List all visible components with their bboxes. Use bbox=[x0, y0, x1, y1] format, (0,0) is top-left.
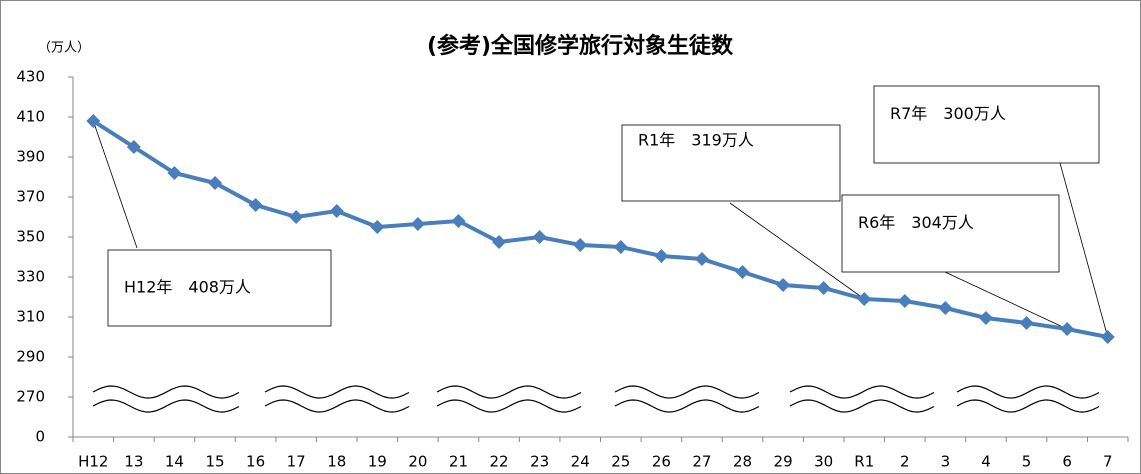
axis-break bbox=[436, 399, 582, 413]
x-tick-label: 16 bbox=[246, 453, 265, 471]
x-tick-label: 13 bbox=[124, 453, 143, 471]
annotation-box bbox=[107, 249, 332, 327]
marker bbox=[370, 220, 385, 234]
marker bbox=[289, 210, 304, 224]
marker bbox=[451, 214, 466, 228]
annotation-box bbox=[873, 85, 1100, 164]
axis-break bbox=[264, 385, 410, 399]
x-tick-label: 26 bbox=[652, 453, 671, 471]
x-tick-label: 4 bbox=[981, 453, 991, 471]
marker bbox=[573, 238, 588, 252]
marker bbox=[329, 204, 344, 218]
marker bbox=[86, 114, 101, 128]
axis-break bbox=[789, 385, 935, 399]
marker bbox=[978, 311, 993, 325]
x-tick-label: 3 bbox=[941, 453, 951, 471]
annotation: R7年 300万人 bbox=[890, 104, 1006, 123]
annotation-box bbox=[621, 124, 841, 202]
x-tick-label: 17 bbox=[287, 453, 306, 471]
marker bbox=[532, 230, 547, 244]
y-axis-label: （万人） bbox=[38, 41, 90, 56]
marker bbox=[938, 301, 953, 315]
annotation: R1年 319万人 bbox=[638, 131, 754, 150]
marker bbox=[208, 176, 223, 190]
y-tick-label: 330 bbox=[16, 268, 45, 286]
annotation: R6年 304万人 bbox=[858, 213, 974, 232]
x-tick-label: 25 bbox=[611, 453, 630, 471]
marker bbox=[816, 281, 831, 295]
axis-break bbox=[614, 385, 760, 399]
x-tick-label: 23 bbox=[530, 453, 549, 471]
marker bbox=[694, 252, 709, 266]
marker bbox=[248, 198, 263, 212]
axis-break bbox=[92, 399, 240, 413]
y-tick-label: 370 bbox=[16, 188, 45, 206]
x-tick-label: 21 bbox=[449, 453, 468, 471]
x-tick-label: 24 bbox=[571, 453, 590, 471]
axis-break bbox=[264, 399, 410, 413]
x-tick-label: 19 bbox=[368, 453, 387, 471]
axis-break bbox=[956, 399, 1100, 413]
y-tick-label: 390 bbox=[16, 148, 45, 166]
marker bbox=[654, 249, 669, 263]
leader-line bbox=[729, 202, 865, 300]
x-tick-label: 2 bbox=[900, 453, 910, 471]
series-line bbox=[92, 119, 1109, 339]
chart-title: (参考)全国修学旅行対象生徒数 bbox=[427, 33, 734, 59]
x-tick-label: 27 bbox=[692, 453, 711, 471]
marker bbox=[167, 166, 182, 180]
axis-break bbox=[956, 385, 1100, 399]
leader-line bbox=[1059, 162, 1109, 338]
marker bbox=[613, 240, 628, 254]
marker bbox=[1100, 330, 1115, 344]
marker bbox=[857, 292, 872, 306]
y-tick-label: 310 bbox=[16, 308, 45, 326]
x-tick-label: 18 bbox=[327, 453, 346, 471]
axis-break bbox=[789, 399, 935, 413]
axis-break bbox=[92, 385, 240, 399]
x-tick-label: 14 bbox=[165, 453, 184, 471]
x-tick-label: 29 bbox=[774, 453, 793, 471]
marker bbox=[897, 294, 912, 308]
marker bbox=[735, 265, 750, 279]
x-tick-label: 20 bbox=[408, 453, 427, 471]
x-tick-label: R1 bbox=[854, 453, 874, 471]
annotation: H12年 408万人 bbox=[124, 278, 251, 297]
marker bbox=[410, 217, 425, 231]
leader-line bbox=[92, 120, 138, 249]
y-tick-label: 430 bbox=[16, 68, 45, 86]
marker bbox=[126, 140, 141, 154]
x-tick-label: 15 bbox=[205, 453, 224, 471]
x-tick-label: 7 bbox=[1103, 453, 1113, 471]
x-tick-label: 28 bbox=[733, 453, 752, 471]
y-tick-label: 290 bbox=[16, 348, 45, 366]
x-tick-label: 5 bbox=[1022, 453, 1032, 471]
x-tick-label: 30 bbox=[814, 453, 833, 471]
x-tick-label: H12 bbox=[78, 453, 108, 471]
marker bbox=[776, 278, 791, 292]
y-tick-label: 0 bbox=[35, 428, 45, 446]
annotation-box bbox=[841, 194, 1060, 273]
leader-line bbox=[944, 271, 1068, 330]
y-tick-label: 350 bbox=[16, 228, 45, 246]
marker bbox=[1060, 322, 1075, 336]
marker bbox=[1019, 316, 1034, 330]
x-tick-label: 6 bbox=[1062, 453, 1072, 471]
axis-break bbox=[614, 399, 760, 413]
axis-break bbox=[436, 385, 582, 399]
marker bbox=[492, 235, 507, 249]
x-tick-label: 22 bbox=[490, 453, 509, 471]
y-tick-label: 410 bbox=[16, 108, 45, 126]
y-tick-label: 270 bbox=[16, 388, 45, 406]
